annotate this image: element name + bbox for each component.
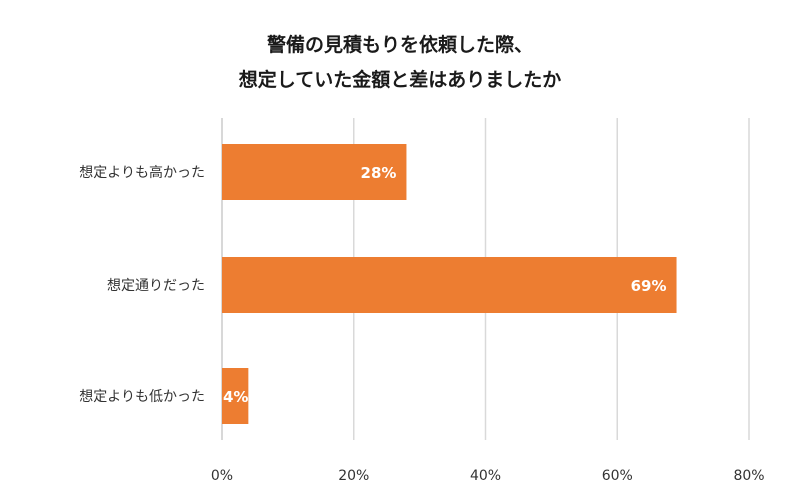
bar — [222, 368, 249, 424]
chart-title-line-2: 想定していた金額と差はありましたか — [239, 68, 561, 91]
category-label: 想定よりも高かった — [79, 164, 205, 181]
x-tick-label: 0% — [211, 468, 233, 484]
bar — [222, 257, 677, 313]
data-label: 69% — [631, 277, 667, 295]
bar — [222, 144, 407, 200]
chart-title-line-1: 警備の見積もりを依頼した際、 — [267, 33, 533, 56]
x-tick-label: 20% — [338, 468, 369, 484]
data-labels: 28% 69% 4% — [223, 164, 667, 406]
x-tick-label: 60% — [602, 468, 633, 484]
bars — [222, 144, 677, 424]
chart-title: 警備の見積もりを依頼した際、 想定していた金額と差はありましたか — [239, 33, 561, 91]
x-tick-label: 80% — [733, 468, 764, 484]
category-label: 想定よりも低かった — [79, 389, 205, 405]
data-label: 4% — [223, 388, 248, 406]
data-label: 28% — [361, 164, 397, 182]
category-label: 想定通りだった — [107, 278, 205, 294]
x-axis-tick-labels: 0% 20% 40% 60% 80% — [211, 468, 765, 484]
x-tick-label: 40% — [470, 468, 501, 484]
